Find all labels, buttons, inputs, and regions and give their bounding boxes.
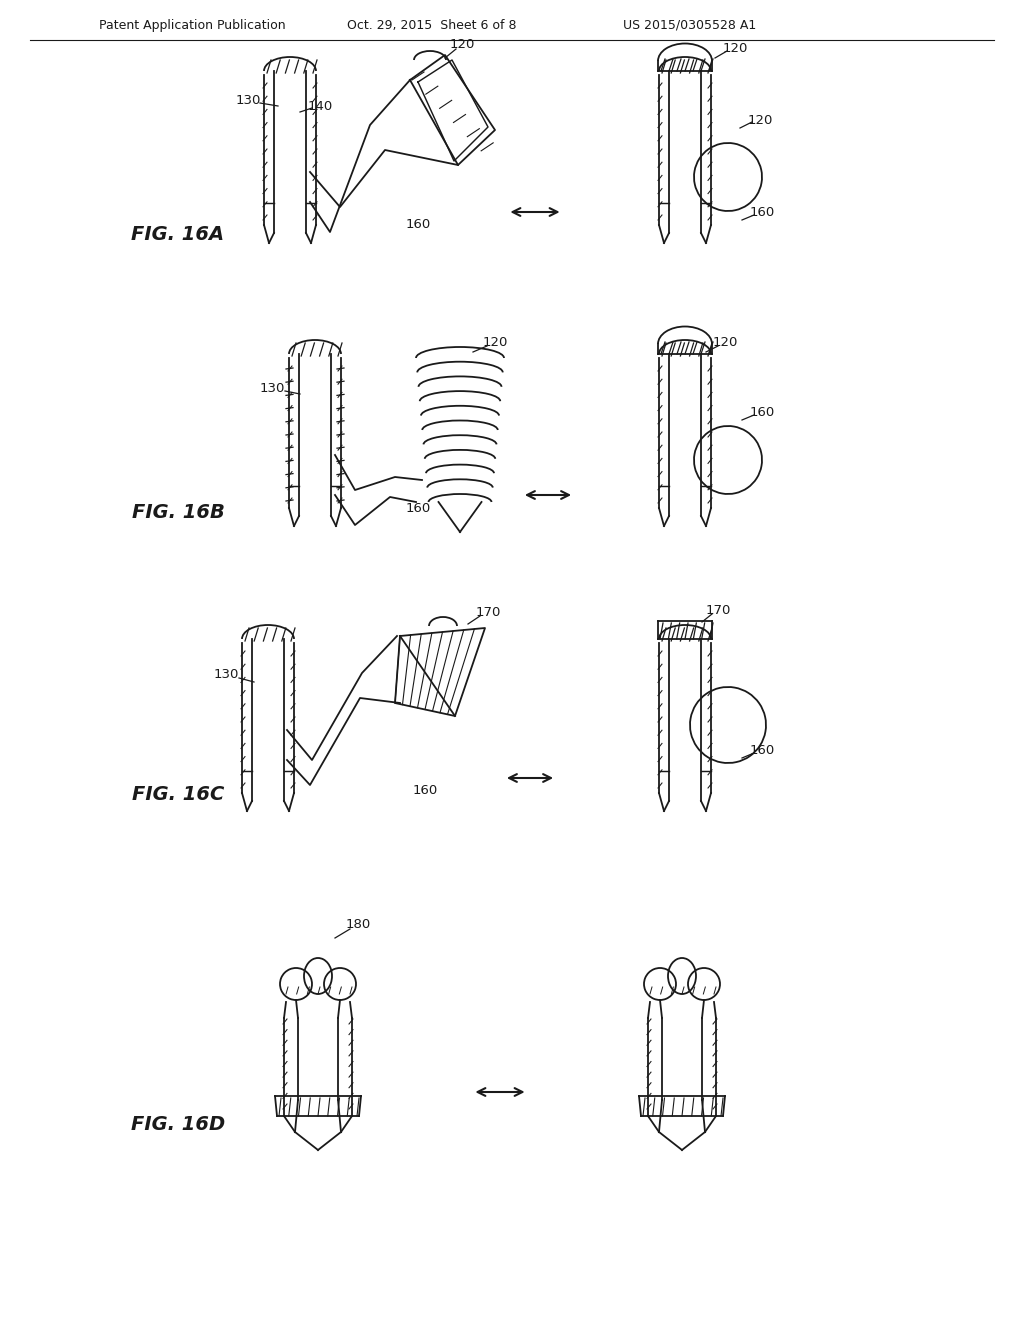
Text: 160: 160: [750, 405, 774, 418]
Text: 120: 120: [748, 114, 773, 127]
Text: Oct. 29, 2015  Sheet 6 of 8: Oct. 29, 2015 Sheet 6 of 8: [347, 18, 517, 32]
Text: 170: 170: [475, 606, 501, 619]
Text: 180: 180: [345, 919, 371, 932]
Text: US 2015/0305528 A1: US 2015/0305528 A1: [624, 18, 757, 32]
Text: FIG. 16B: FIG. 16B: [131, 503, 224, 521]
Text: 130: 130: [236, 94, 261, 107]
Text: 120: 120: [713, 335, 737, 348]
Text: 130: 130: [213, 668, 239, 681]
Text: FIG. 16C: FIG. 16C: [132, 784, 224, 804]
Text: FIG. 16D: FIG. 16D: [131, 1114, 225, 1134]
Text: 160: 160: [406, 502, 431, 515]
Text: 140: 140: [307, 99, 333, 112]
Text: 120: 120: [482, 335, 508, 348]
Text: 160: 160: [406, 219, 431, 231]
Text: 160: 160: [413, 784, 437, 796]
Text: FIG. 16A: FIG. 16A: [131, 226, 224, 244]
Text: 120: 120: [722, 41, 748, 54]
Text: Patent Application Publication: Patent Application Publication: [98, 18, 286, 32]
Text: 130: 130: [259, 381, 285, 395]
Text: 160: 160: [750, 206, 774, 219]
Text: 160: 160: [750, 743, 774, 756]
Text: 170: 170: [706, 603, 731, 616]
Text: 120: 120: [450, 38, 475, 51]
